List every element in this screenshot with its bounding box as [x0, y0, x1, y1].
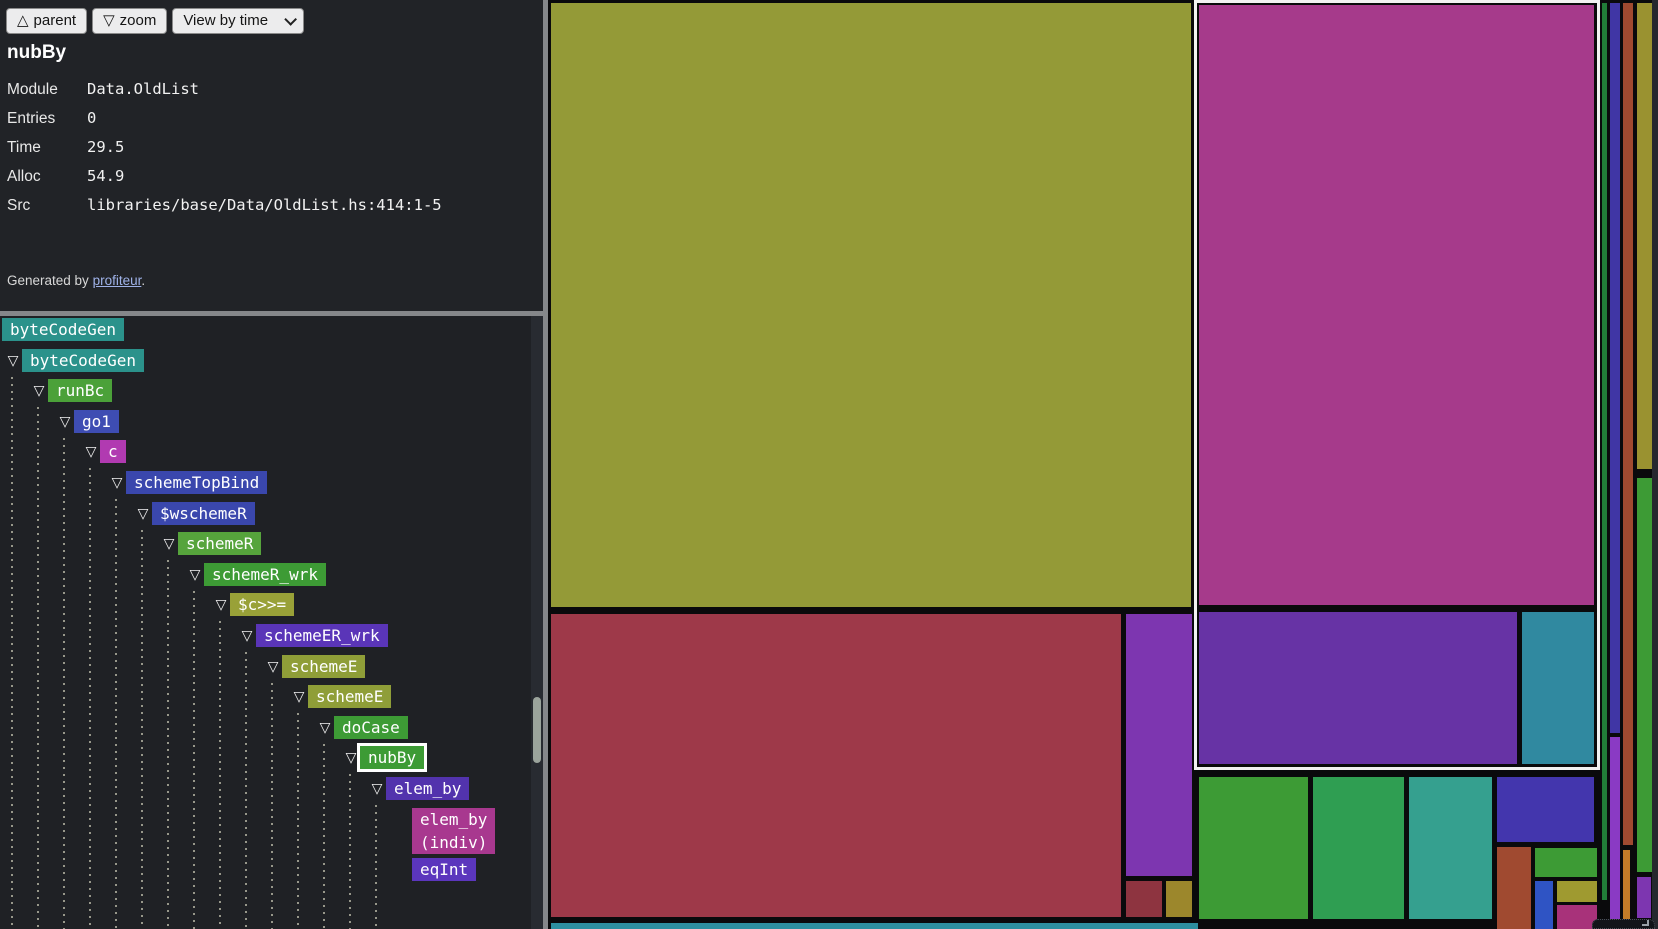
collapse-arrow-c[interactable]: ▽ [85, 443, 97, 460]
node-magenta-main[interactable] [1199, 5, 1594, 605]
node-violet-strip[interactable] [1610, 737, 1620, 929]
tree-node-c-bind[interactable]: $c>>= [230, 593, 295, 617]
zoom-button[interactable]: ▽ zoom [92, 8, 168, 34]
tree-node-wschemeR[interactable]: $wschemeR [152, 501, 255, 525]
node-purple-box-right[interactable] [1637, 877, 1651, 918]
tree-node-elem_by[interactable]: elem_by [386, 777, 470, 800]
tree-node-eqInt[interactable]: eqInt [412, 857, 477, 881]
node-orange-strip[interactable] [1623, 850, 1630, 929]
node-olive-main[interactable] [551, 3, 1191, 607]
profiteur-link[interactable]: profiteur [92, 273, 142, 288]
node-redbrown-strip[interactable] [1623, 3, 1633, 845]
collapse-arrow-doCase[interactable]: ▽ [319, 718, 331, 735]
view-by-select[interactable]: View by time [172, 8, 305, 34]
node-gold-small[interactable] [1166, 881, 1192, 917]
tree-node-schemeTopBind[interactable]: schemeTopBind [126, 471, 268, 494]
node-purple-inner[interactable] [1199, 612, 1517, 764]
tree-guide-line [89, 468, 91, 929]
tree-node-byteCodeGen[interactable]: byteCodeGen [22, 348, 144, 372]
node-gold-2[interactable] [1557, 881, 1597, 902]
node-magenta-2[interactable] [1557, 905, 1597, 929]
collapse-arrow-schemeR_wrk[interactable]: ▽ [189, 565, 201, 582]
collapse-arrow-elem_by[interactable]: ▽ [371, 780, 383, 796]
node-green-3[interactable] [1535, 848, 1597, 877]
collapse-arrow-schemeER_wrk[interactable]: ▽ [241, 627, 253, 643]
node-olive-strip-right[interactable] [1637, 3, 1652, 469]
treemap-right-margin [1652, 0, 1658, 929]
selected-node-title: nubBy [7, 42, 67, 63]
node-teal-2[interactable] [1409, 777, 1492, 919]
node-green-2[interactable] [1313, 777, 1404, 919]
tree-node-nubBy[interactable]: nubBy [356, 743, 428, 773]
triangle-up-icon: △ [17, 12, 29, 29]
node-green-strip-right[interactable] [1602, 3, 1607, 900]
toolbar: △ parent ▽ zoom View by time [6, 8, 305, 34]
tree-node-doCase[interactable]: doCase [334, 715, 408, 739]
node-crimson-main[interactable] [551, 614, 1121, 917]
tree-guide-line [11, 376, 13, 929]
tree-node-schemeE-1[interactable]: schemeE [282, 654, 366, 678]
info-panel: △ parent ▽ zoom View by time nubBy Module D… [0, 0, 543, 311]
generated-by-footer: Generated by profiteur. [7, 273, 146, 288]
resize-grip[interactable] [1592, 919, 1655, 929]
node-blue-box[interactable] [1535, 881, 1553, 929]
triangle-down-icon: ▽ [103, 12, 115, 29]
collapse-arrow-c-bind[interactable]: ▽ [215, 596, 227, 613]
tree-node-schemeE-2[interactable]: schemeE [308, 685, 392, 709]
tree-scrollbar-track[interactable] [531, 316, 543, 929]
collapse-arrow-nubBy[interactable]: ▽ [345, 749, 357, 766]
detail-row-src: Src libraries/base/Data/OldList.hs:414:1-… [7, 196, 442, 214]
collapse-arrow-schemeR[interactable]: ▽ [163, 535, 175, 552]
tree-scrollbar-thumb[interactable] [533, 697, 541, 763]
node-maroon-small[interactable] [1126, 881, 1162, 917]
tree-node-c[interactable]: c [100, 440, 126, 464]
detail-row-time: Time 29.5 [7, 138, 125, 156]
tree-node-runBc[interactable]: runBc [48, 379, 113, 403]
tree-guide-line [323, 743, 325, 929]
tree-node-elem_by-indiv[interactable]: elem_by (indiv) [412, 807, 496, 854]
vertical-divider [543, 0, 548, 929]
node-indigo-box[interactable] [1497, 777, 1594, 842]
detail-row-entries: Entries 0 [7, 109, 97, 127]
collapse-arrow-schemeTopBind[interactable]: ▽ [111, 474, 123, 490]
tree-guide-line [63, 437, 65, 929]
view-by-selected-value: View by time [183, 12, 269, 29]
chevron-down-icon [284, 12, 298, 26]
collapse-arrow-runBc[interactable]: ▽ [33, 382, 45, 399]
tree-guide-line [115, 499, 117, 929]
node-teal-bottom-strip[interactable] [551, 923, 1198, 929]
node-green-1[interactable] [1199, 777, 1308, 919]
collapse-arrow-schemeE-2[interactable]: ▽ [293, 688, 305, 705]
tree-guide-line [219, 621, 221, 929]
call-tree-panel: byteCodeGen ▽ byteCodeGen ▽ runBc ▽ go1 ▽ c ▽ sche… [0, 316, 531, 929]
collapse-arrow-byteCodeGen[interactable]: ▽ [7, 351, 19, 368]
tree-node-schemeR[interactable]: schemeR [178, 532, 262, 556]
tree-guide-line [193, 590, 195, 929]
tree-guide-line [141, 529, 143, 929]
collapse-arrow-wschemeR[interactable]: ▽ [137, 504, 149, 521]
tree-guide-line [37, 407, 39, 929]
collapse-arrow-go1[interactable]: ▽ [59, 412, 71, 429]
treemap-panel [548, 0, 1658, 929]
collapse-arrow-schemeE-1[interactable]: ▽ [267, 657, 279, 674]
tree-guide-line [375, 805, 377, 929]
tree-node-byteCodeGen-root[interactable]: byteCodeGen [2, 318, 124, 341]
tree-node-go1[interactable]: go1 [74, 409, 119, 433]
tree-node-schemeER_wrk[interactable]: schemeER_wrk [256, 624, 388, 647]
tree-node-schemeR_wrk[interactable]: schemeR_wrk [204, 562, 326, 586]
tree-guide-line [245, 652, 247, 929]
parent-button[interactable]: △ parent [6, 8, 88, 34]
tree-guide-line [349, 774, 351, 929]
tree-guide-line [271, 682, 273, 929]
node-redbrown-box[interactable] [1497, 847, 1531, 929]
node-indigo-strip[interactable] [1610, 3, 1620, 733]
horizontal-divider [0, 311, 548, 316]
tree-guide-line [297, 713, 299, 929]
node-teal-inner[interactable] [1522, 612, 1594, 764]
node-purple-strip[interactable] [1126, 614, 1192, 876]
tree-guide-line [167, 560, 169, 929]
detail-row-alloc: Alloc 54.9 [7, 167, 125, 185]
node-green-block-right[interactable] [1637, 478, 1652, 872]
detail-row-module: Module Data.OldList [7, 80, 199, 98]
